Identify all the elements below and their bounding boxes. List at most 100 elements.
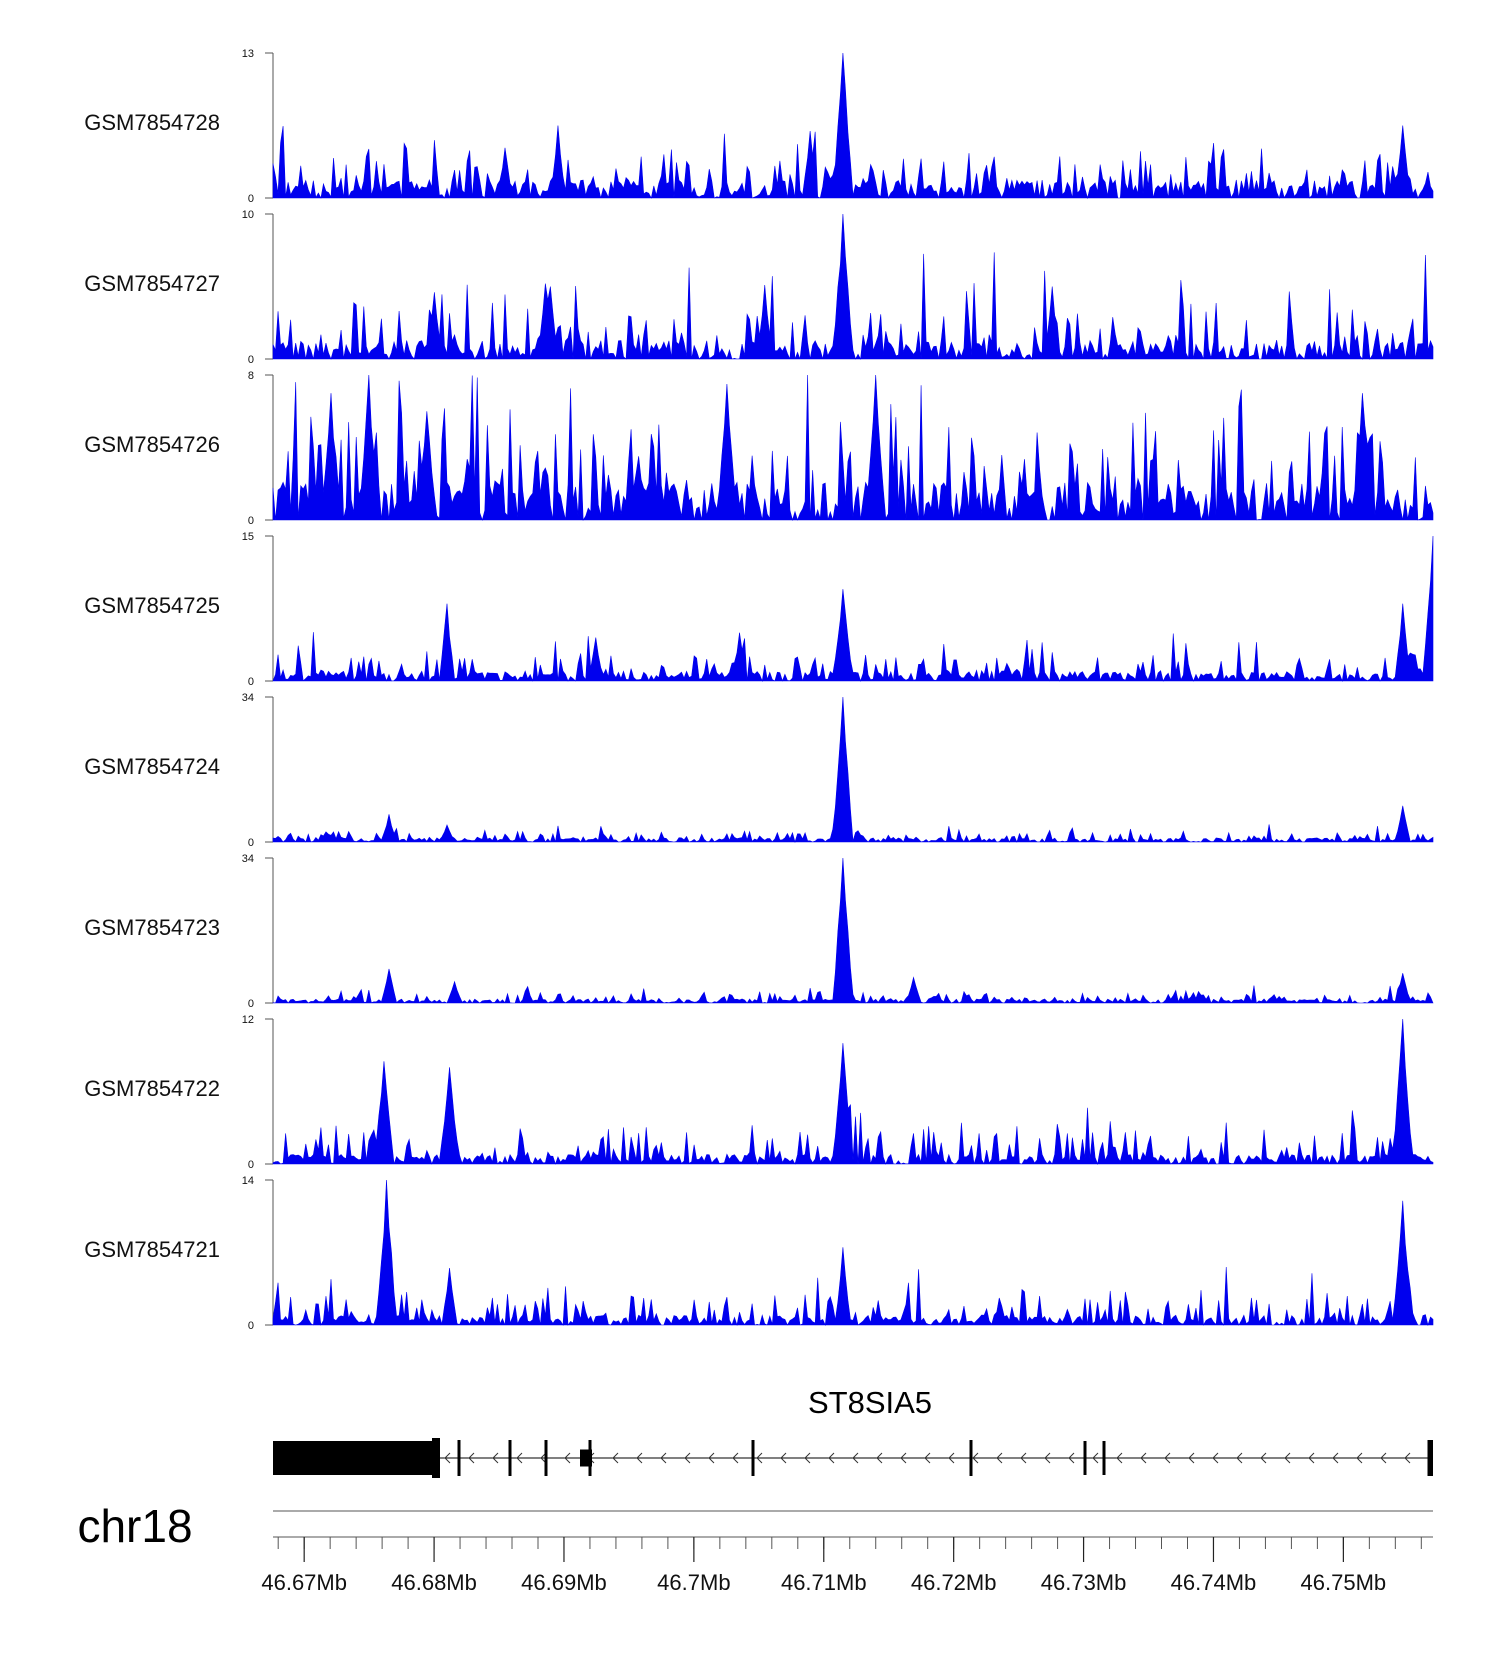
track-label: GSM7854728 [84, 110, 220, 135]
strand-arrow [444, 1452, 451, 1464]
strand-arrow [1020, 1452, 1027, 1464]
exon [751, 1440, 755, 1476]
strand-arrow [612, 1452, 619, 1464]
y-min-label: 0 [248, 837, 254, 849]
strand-arrow [876, 1452, 883, 1464]
strand-arrow [636, 1452, 643, 1464]
coverage-tracks: GSM7854728130GSM7854727100GSM785472680GS… [84, 48, 1434, 1332]
strand-arrow [468, 1452, 475, 1464]
strand-arrow [1140, 1452, 1147, 1464]
y-max-label: 12 [242, 1014, 254, 1026]
y-min-label: 0 [248, 354, 254, 366]
utr-exon [273, 1441, 437, 1475]
strand-arrow [972, 1452, 979, 1464]
y-axis [265, 857, 274, 1004]
x-tick-label: 46.73Mb [1041, 1570, 1127, 1595]
chromosome-label: chr18 [77, 1500, 192, 1552]
strand-arrow [852, 1452, 859, 1464]
y-min-label: 0 [248, 193, 254, 205]
strand-arrow [1284, 1452, 1291, 1464]
strand-arrow [1044, 1452, 1051, 1464]
exon [1102, 1441, 1106, 1475]
track-label: GSM7854726 [84, 432, 220, 457]
y-min-label: 0 [248, 998, 254, 1010]
strand-arrow [684, 1452, 691, 1464]
x-tick-label: 46.68Mb [391, 1570, 477, 1595]
track-GSM7854723: GSM7854723 34 0 [84, 853, 1434, 1010]
strand-arrow [996, 1452, 1003, 1464]
coverage-area [272, 535, 1434, 683]
exon [1429, 1440, 1433, 1476]
y-axis [265, 696, 274, 843]
strand-arrow [660, 1452, 667, 1464]
x-tick-label: 46.71Mb [781, 1570, 867, 1595]
y-max-label: 13 [242, 48, 254, 60]
y-axis [265, 374, 274, 521]
strand-arrow [516, 1452, 523, 1464]
y-axis [265, 535, 274, 682]
exon [1083, 1441, 1087, 1475]
strand-arrow [948, 1452, 955, 1464]
x-tick-label: 46.67Mb [261, 1570, 347, 1595]
strand-arrow [1308, 1452, 1315, 1464]
track-GSM7854722: GSM7854722 12 0 [84, 1014, 1434, 1171]
strand-arrow [732, 1452, 739, 1464]
strand-arrow [1116, 1452, 1123, 1464]
track-label: GSM7854723 [84, 915, 220, 940]
strand-arrow [564, 1452, 571, 1464]
strand-arrow [756, 1452, 763, 1464]
y-max-label: 34 [242, 853, 254, 865]
coverage-area [272, 374, 1434, 522]
strand-arrow [1236, 1452, 1243, 1464]
track-GSM7854721: GSM7854721 14 0 [84, 1175, 1434, 1332]
genomic-axis: chr18 46.67Mb 46.68Mb 46.69Mb 46.7Mb 46.71Mb… [77, 1500, 1433, 1595]
strand-arrow [900, 1452, 907, 1464]
x-tick-label: 46.75Mb [1301, 1570, 1387, 1595]
coverage-area [272, 1018, 1434, 1166]
exon [457, 1440, 461, 1476]
y-max-label: 15 [242, 531, 254, 543]
y-min-label: 0 [248, 676, 254, 688]
strand-arrow [924, 1452, 931, 1464]
strand-arrow [1356, 1452, 1363, 1464]
y-max-label: 8 [248, 370, 254, 382]
track-GSM7854725: GSM7854725 15 0 [84, 531, 1434, 688]
strand-arrow [1092, 1452, 1099, 1464]
exon [969, 1440, 973, 1476]
y-min-label: 0 [248, 515, 254, 527]
x-tick-label: 46.69Mb [521, 1570, 607, 1595]
track-GSM7854728: GSM7854728 13 0 [84, 48, 1434, 205]
gene-annotation-track: ST8SIA5 [273, 1385, 1433, 1478]
track-GSM7854727: GSM7854727 10 0 [84, 209, 1434, 366]
y-axis [265, 52, 274, 199]
strand-arrow [780, 1452, 787, 1464]
track-label: GSM7854722 [84, 1076, 220, 1101]
y-max-label: 10 [242, 209, 254, 221]
coverage-area [272, 696, 1434, 844]
track-GSM7854726: GSM7854726 8 0 [84, 370, 1434, 527]
y-axis [265, 213, 274, 360]
coverage-area [272, 52, 1434, 200]
coverage-area [272, 213, 1434, 361]
strand-arrow [1332, 1452, 1339, 1464]
strand-arrow [708, 1452, 715, 1464]
track-label: GSM7854725 [84, 593, 220, 618]
y-axis [265, 1018, 274, 1165]
strand-arrow [1164, 1452, 1171, 1464]
strand-arrow [1380, 1452, 1387, 1464]
x-tick-label: 46.7Mb [657, 1570, 730, 1595]
exon [588, 1440, 592, 1476]
strand-arrow [1404, 1452, 1411, 1464]
y-max-label: 14 [242, 1175, 254, 1187]
strand-arrow [1068, 1452, 1075, 1464]
exon [508, 1440, 512, 1476]
y-min-label: 0 [248, 1159, 254, 1171]
track-label: GSM7854727 [84, 271, 220, 296]
x-tick-label: 46.74Mb [1171, 1570, 1257, 1595]
strand-arrow [540, 1452, 547, 1464]
coverage-area [272, 1179, 1434, 1327]
exon [544, 1440, 548, 1476]
strand-arrow [828, 1452, 835, 1464]
strand-arrow [1212, 1452, 1219, 1464]
track-GSM7854724: GSM7854724 34 0 [84, 692, 1434, 849]
